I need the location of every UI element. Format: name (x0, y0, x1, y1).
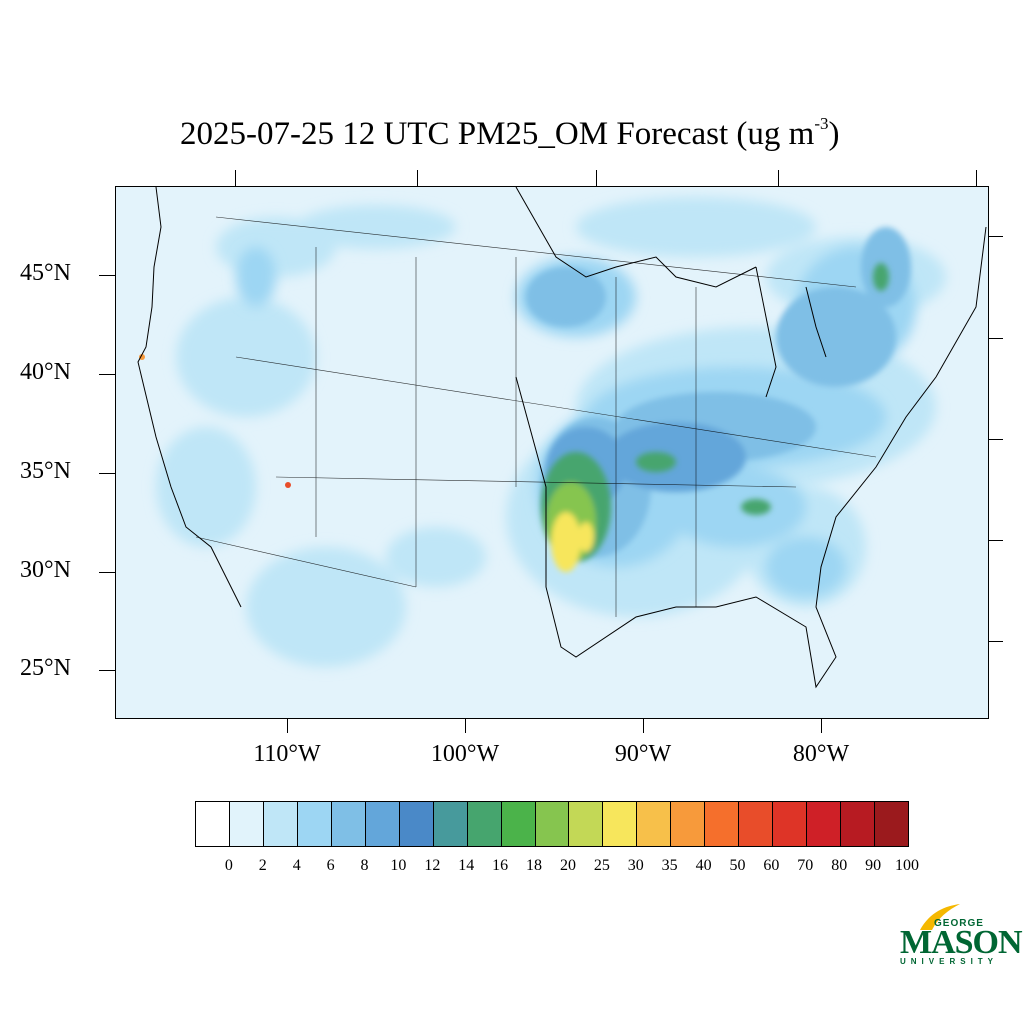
colorbar-label: 20 (559, 857, 576, 874)
bottom-tick (643, 717, 644, 733)
lat-label-45: 45°N (20, 260, 71, 286)
colorbar-label: 0 (224, 857, 233, 874)
colorbar-label: 30 (627, 857, 644, 874)
lat-label-25: 25°N (20, 655, 71, 681)
top-tick (417, 170, 418, 186)
logo-mason-text: MASON (900, 924, 1023, 961)
colorbar-label: 14 (458, 857, 475, 874)
colorbar-label: 12 (424, 857, 441, 874)
top-tick (596, 170, 597, 186)
lon-label-90w: 90°W (614, 741, 672, 767)
colorbar-cell (433, 802, 468, 846)
colorbar-label: 80 (831, 857, 848, 874)
right-tick (987, 439, 1003, 440)
top-tick (976, 170, 977, 186)
colorbar-label: 2 (258, 857, 267, 874)
colorbar-cell (535, 802, 570, 846)
right-tick (987, 641, 1003, 642)
gmu-logo (900, 902, 1004, 968)
lat-label-35: 35°N (20, 458, 71, 484)
lon-label-110w: 110°W (253, 741, 321, 767)
colorbar-cell (501, 802, 536, 846)
left-tick (99, 275, 115, 276)
left-tick (99, 670, 115, 671)
colorbar-cell (331, 802, 366, 846)
colorbar-label: 70 (797, 857, 814, 874)
logo-george-text: GEORGE (934, 918, 984, 929)
colorbar-label: 10 (390, 857, 407, 874)
colorbar-label: 16 (492, 857, 509, 874)
bottom-tick (287, 717, 288, 733)
right-tick (987, 540, 1003, 541)
colorbar-cell (399, 802, 434, 846)
colorbar-cell (365, 802, 400, 846)
colorbar-label: 35 (661, 857, 678, 874)
colorbar-cell (263, 802, 298, 846)
colorbar-label: 4 (292, 857, 301, 874)
colorbar-label: 18 (526, 857, 543, 874)
concentration-map (116, 187, 988, 718)
map-panel (115, 186, 989, 719)
colorbar-label: 8 (360, 857, 369, 874)
colorbar-label: 40 (695, 857, 712, 874)
colorbar-cell (807, 802, 842, 846)
lat-label-40: 40°N (20, 359, 71, 385)
coastlines (137, 187, 987, 689)
colorbar-label: 50 (729, 857, 746, 874)
colorbar-label: 60 (763, 857, 780, 874)
colorbar (195, 801, 909, 847)
lon-label-80w: 80°W (792, 741, 850, 767)
bottom-tick (465, 717, 466, 733)
right-tick (987, 236, 1003, 237)
colorbar-label: 90 (865, 857, 882, 874)
map-title-exponent: -3 (814, 114, 829, 133)
logo-university-text: UNIVERSITY (900, 957, 999, 966)
top-tick (235, 170, 236, 186)
map-title: 2025-07-25 12 UTC PM25_OM Forecast (ug m… (180, 114, 940, 153)
logo-swoosh (920, 904, 960, 930)
bottom-tick (821, 717, 822, 733)
left-tick (99, 572, 115, 573)
colorbar-label: 25 (593, 857, 610, 874)
colorbar-cell (739, 802, 774, 846)
colorbar-cell (705, 802, 740, 846)
colorbar-cell (841, 802, 876, 846)
hotspot-arizona (285, 482, 291, 488)
lat-label-30: 30°N (20, 557, 71, 583)
colorbar-label: 6 (326, 857, 335, 874)
colorbar-cell (229, 802, 264, 846)
map-title-closing: ) (828, 116, 840, 152)
colorbar-cell (297, 802, 332, 846)
hotspot-california (139, 354, 145, 360)
concentration-peak (541, 263, 889, 572)
colorbar-cell (875, 802, 909, 846)
colorbar-cell (671, 802, 706, 846)
state-borders (195, 216, 877, 617)
colorbar-cell (603, 802, 638, 846)
colorbar-label: 100 (895, 857, 919, 874)
colorbar-cell (773, 802, 808, 846)
top-tick (778, 170, 779, 186)
colorbar-cell (196, 802, 230, 846)
left-tick (99, 473, 115, 474)
colorbar-cell (569, 802, 604, 846)
map-title-text: 2025-07-25 12 UTC PM25_OM Forecast (ug m (180, 116, 815, 152)
colorbar-cell (637, 802, 672, 846)
right-tick (987, 338, 1003, 339)
colorbar-cell (467, 802, 502, 846)
lon-label-100w: 100°W (430, 741, 500, 767)
left-tick (99, 374, 115, 375)
